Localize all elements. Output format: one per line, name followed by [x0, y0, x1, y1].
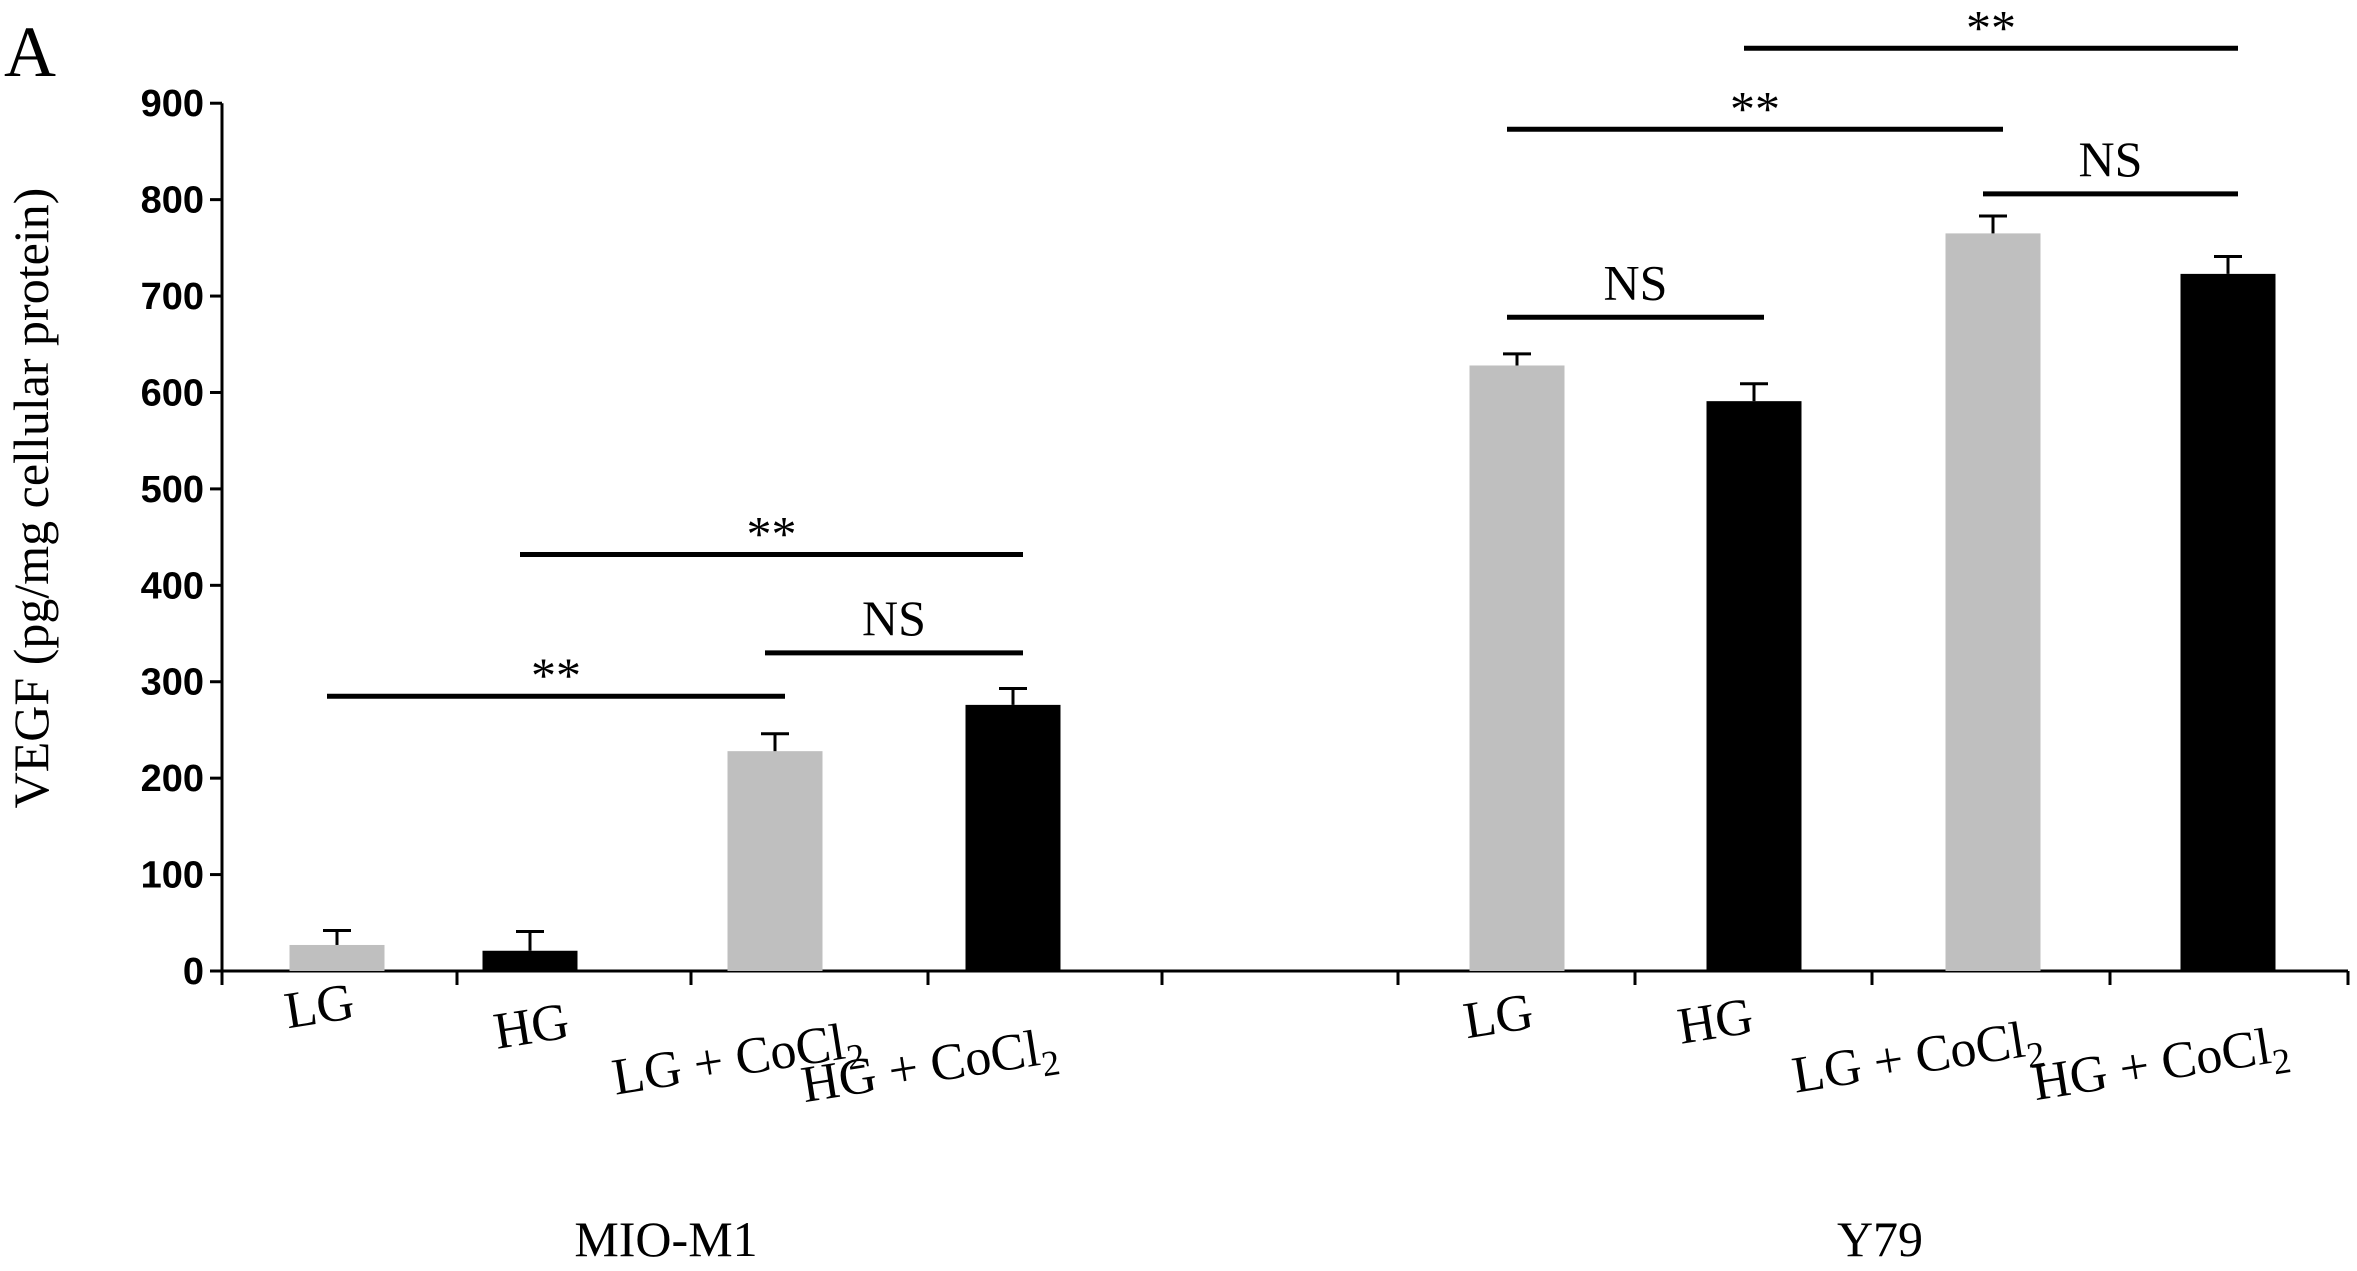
x-tick-label-subscript: 2	[2270, 1040, 2294, 1082]
x-tick-label-main: HG	[1674, 988, 1757, 1056]
bar	[289, 944, 385, 971]
x-tick-label-main: LG	[281, 973, 358, 1040]
significance-label: NS	[862, 590, 926, 646]
bar	[482, 950, 578, 971]
y-tick-label: 700	[141, 276, 204, 318]
significance-label: NS	[1604, 254, 1668, 310]
significance-label: NS	[2079, 131, 2143, 187]
bar	[965, 704, 1061, 971]
y-tick-label: 600	[141, 372, 204, 414]
y-tick-label: 800	[141, 180, 204, 222]
y-tick-label: 900	[141, 83, 204, 125]
bar	[2180, 273, 2276, 971]
y-axis-title: VEGF (pg/mg cellular protein)	[3, 188, 59, 809]
y-tick-label: 300	[141, 662, 204, 704]
y-tick-label: 400	[141, 565, 204, 607]
significance-label: **	[1966, 0, 2016, 55]
x-tick-label: HG	[1674, 988, 1757, 1056]
group-label: Y79	[1837, 1211, 1923, 1267]
x-tick-label-main: HG + CoCl	[2028, 1018, 2274, 1112]
group-label: MIO-M1	[574, 1211, 757, 1267]
y-tick-label: 0	[183, 951, 204, 993]
x-tick-label-main: HG	[490, 993, 573, 1061]
y-tick-label: 500	[141, 469, 204, 511]
x-tick-label-subscript: 2	[1039, 1042, 1063, 1084]
panel-label: A	[4, 12, 56, 92]
significance-label: **	[531, 647, 581, 703]
bar	[1706, 401, 1802, 971]
significance-label: **	[1730, 80, 1780, 136]
x-tick-label-main: LG + CoCl	[1788, 1012, 2028, 1105]
plot-area: 0 100 200 300 400 500 600 700 800 900 LG HG LG + CoC…	[141, 0, 2350, 1267]
x-tick-label: HG	[490, 993, 573, 1061]
y-tick-label: 200	[141, 758, 204, 800]
x-tick-label: HG + CoCl2	[2028, 1015, 2293, 1120]
y-tick-label: 100	[141, 855, 204, 897]
bar	[1945, 233, 2041, 972]
x-tick-label-main: LG	[1460, 983, 1537, 1050]
significance-label: **	[747, 505, 797, 561]
x-tick-label: LG	[1460, 983, 1537, 1050]
x-tick-label: LG + CoCl2	[1788, 1009, 2048, 1113]
x-tick-label: LG	[281, 973, 358, 1040]
bar	[1469, 365, 1565, 971]
bar	[727, 751, 823, 971]
